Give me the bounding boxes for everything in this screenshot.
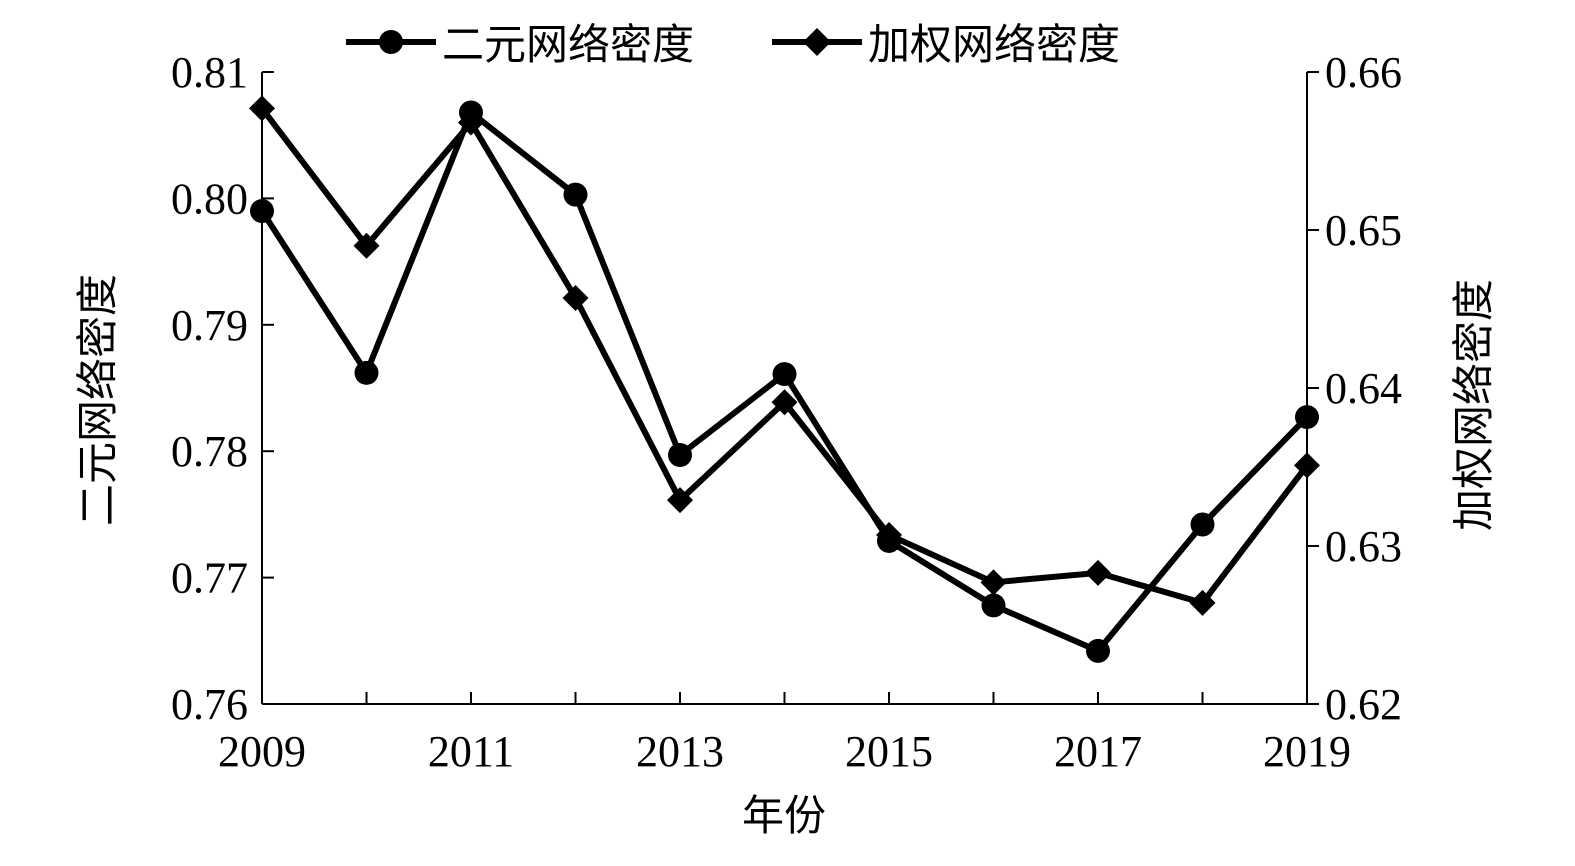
right-y-tick-label: 0.62: [1325, 680, 1402, 729]
left-y-tick-label: 0.80: [171, 174, 248, 223]
series-1: [250, 100, 1319, 663]
series-line-2: [259, 106, 1310, 607]
legend-marker-series-2: [803, 28, 831, 56]
data-point-diamond: [876, 521, 902, 548]
right-y-tick-label: 0.66: [1325, 48, 1402, 97]
legend-label-series-1: 二元网络密度: [442, 20, 694, 69]
legend-marker-series-1: [379, 30, 403, 54]
data-point-diamond: [562, 284, 589, 311]
data-point-diamond: [353, 232, 380, 259]
x-tick-label: 2015: [845, 727, 933, 776]
data-point-circle: [1190, 512, 1215, 537]
data-point-circle: [981, 593, 1006, 618]
data-point-circle: [354, 360, 379, 385]
data-point-diamond: [458, 109, 484, 136]
data-point-circle: [668, 442, 692, 467]
data-point-circle: [563, 182, 588, 207]
data-point-circle: [1086, 638, 1110, 663]
legend-label-series-2: 加权网络密度: [868, 20, 1120, 69]
left-y-tick-label: 0.81: [171, 48, 248, 97]
ticks: 0.76 0.77 0.78 0.79 0.80 0.81 0.62 0.63 0.64 0.65…: [171, 48, 1402, 776]
x-axis-title: 年份: [742, 791, 826, 840]
x-tick-label: 2013: [636, 727, 724, 776]
legend: 二元网络密度 加权网络密度: [346, 20, 1120, 69]
right-y-tick-label: 0.64: [1325, 364, 1402, 413]
left-y-tick-label: 0.76: [171, 680, 248, 729]
left-y-axis-title: 二元网络密度: [73, 274, 122, 526]
data-point-circle: [250, 199, 274, 224]
x-tick-label: 2011: [428, 727, 514, 776]
legend-item-series-1: 二元网络密度: [346, 20, 694, 69]
data-point-circle: [772, 362, 797, 387]
series-2: [249, 95, 1320, 616]
data-point-diamond: [980, 569, 1007, 596]
legend-item-series-2: 加权网络密度: [772, 20, 1120, 69]
data-point-diamond: [771, 389, 798, 416]
right-y-axis-title: 加权网络密度: [1449, 279, 1498, 531]
right-y-tick-label: 0.65: [1325, 206, 1402, 255]
data-point-diamond: [1085, 559, 1111, 586]
right-y-tick-label: 0.63: [1325, 522, 1402, 571]
left-y-tick-label: 0.78: [171, 427, 248, 476]
left-y-tick-label: 0.77: [171, 554, 248, 603]
x-tick-label: 2009: [218, 727, 306, 776]
left-y-tick-label: 0.79: [171, 301, 248, 350]
x-tick-label: 2017: [1054, 727, 1142, 776]
data-point-diamond: [1294, 452, 1320, 479]
series-layer: [249, 95, 1320, 663]
data-point-diamond: [249, 95, 275, 122]
data-point-diamond: [667, 487, 693, 514]
x-tick-label: 2019: [1263, 727, 1351, 776]
data-point-diamond: [1189, 589, 1216, 616]
data-point-circle: [1295, 405, 1319, 430]
axes: [261, 72, 1308, 705]
